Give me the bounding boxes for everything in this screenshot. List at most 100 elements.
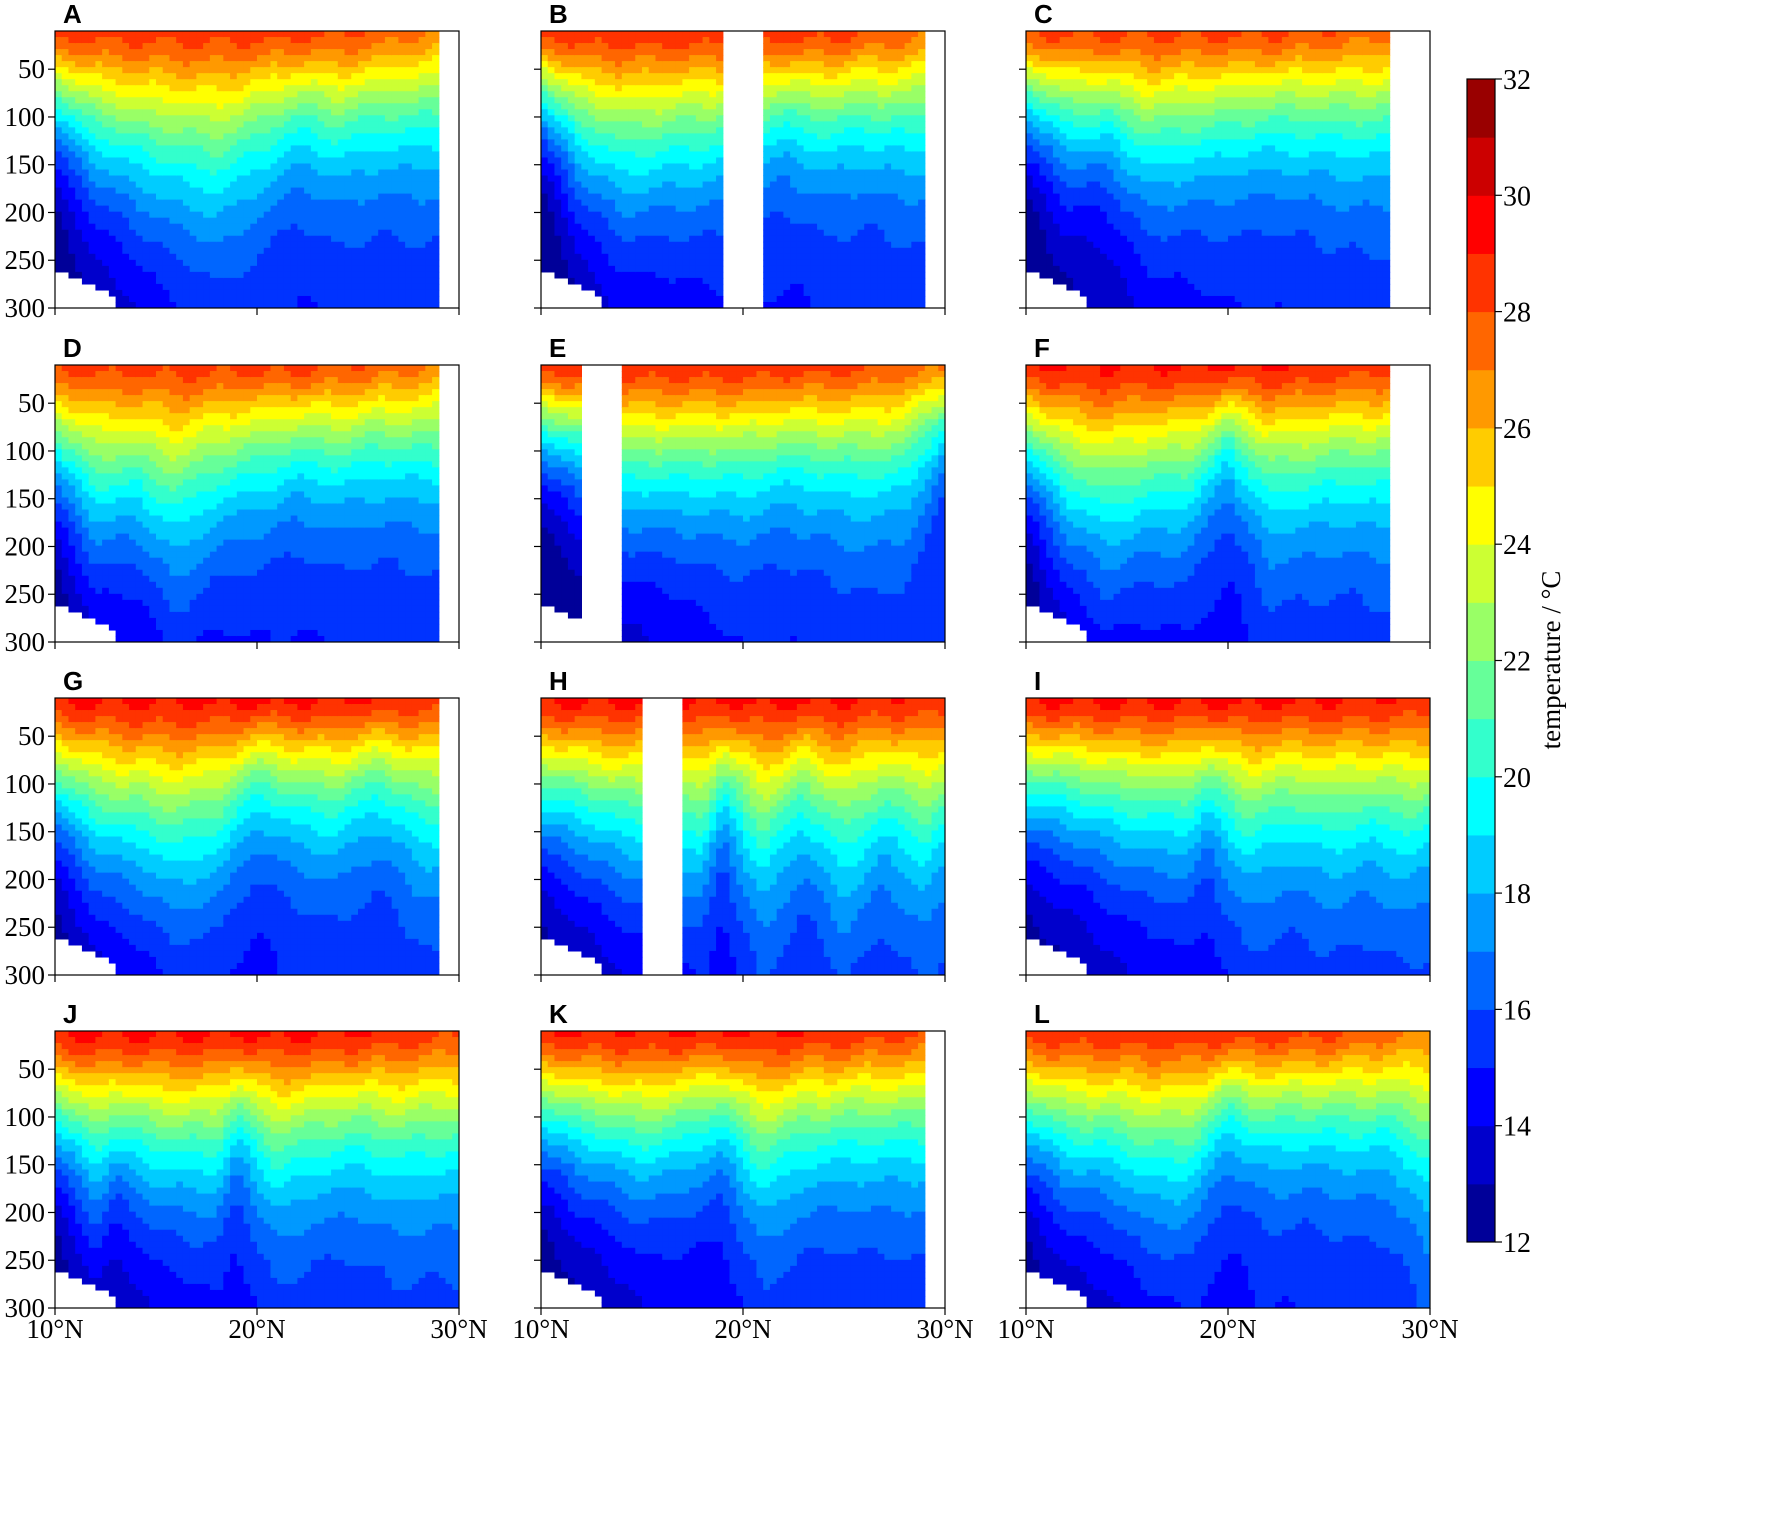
contour-cell bbox=[547, 133, 556, 140]
contour-cell bbox=[189, 91, 197, 98]
contour-cell bbox=[615, 271, 623, 279]
contour-cell bbox=[55, 31, 63, 38]
contour-cell bbox=[864, 55, 872, 62]
contour-cell bbox=[169, 301, 177, 308]
contour-cell bbox=[270, 73, 278, 80]
contour-cell bbox=[432, 289, 440, 297]
contour-cell bbox=[547, 175, 556, 183]
contour-cell bbox=[236, 271, 245, 279]
contour-cell bbox=[317, 31, 325, 38]
contour-cell bbox=[884, 229, 892, 237]
contour-cell bbox=[223, 127, 231, 134]
contour-cell bbox=[695, 43, 704, 50]
contour-cell bbox=[169, 61, 177, 68]
contour-cell bbox=[695, 127, 704, 134]
contour-cell bbox=[223, 193, 231, 201]
contour-cell bbox=[810, 55, 818, 62]
contour-cell bbox=[169, 85, 177, 92]
contour-cell bbox=[129, 127, 137, 134]
contour-cell bbox=[790, 121, 798, 128]
contour-cell bbox=[310, 151, 319, 159]
contour-cell bbox=[763, 277, 771, 285]
contour-cell bbox=[837, 103, 845, 110]
contour-cell bbox=[209, 49, 218, 56]
contour-cell bbox=[371, 277, 379, 285]
contour-cell bbox=[405, 97, 413, 104]
contour-cell bbox=[615, 283, 623, 291]
contour-cell bbox=[763, 73, 771, 80]
contour-cell bbox=[588, 193, 596, 201]
contour-cell bbox=[1032, 91, 1041, 98]
contour-cell bbox=[783, 217, 791, 225]
contour-cell bbox=[196, 271, 204, 279]
contour-cell bbox=[270, 277, 278, 285]
contour-cell bbox=[162, 49, 171, 56]
contour-cell bbox=[95, 157, 103, 165]
contour-cell bbox=[769, 187, 778, 195]
contour-cell bbox=[621, 199, 630, 207]
contour-cell bbox=[763, 223, 771, 231]
contour-cell bbox=[837, 43, 845, 50]
contour-cell bbox=[911, 43, 919, 50]
contour-cell bbox=[344, 103, 352, 110]
contour-cell bbox=[897, 283, 906, 291]
contour-cell bbox=[567, 181, 576, 189]
contour-cell bbox=[790, 193, 798, 201]
contour-cell bbox=[911, 301, 919, 308]
contour-cell bbox=[378, 223, 386, 231]
contour-cell bbox=[628, 145, 636, 153]
contour-cell bbox=[162, 217, 171, 225]
contour-cell bbox=[689, 193, 697, 201]
contour-cell bbox=[554, 229, 562, 237]
contour-cell bbox=[297, 97, 305, 104]
contour-cell bbox=[115, 61, 123, 68]
contour-cell bbox=[75, 49, 83, 56]
contour-cell bbox=[642, 295, 650, 303]
contour-cell bbox=[790, 103, 798, 110]
contour-cell bbox=[304, 91, 312, 98]
contour-cell bbox=[95, 73, 103, 80]
contour-cell bbox=[897, 271, 906, 279]
contour-cell bbox=[608, 289, 616, 297]
contour-cell bbox=[830, 259, 838, 267]
contour-cell bbox=[763, 241, 771, 249]
contour-cell bbox=[243, 139, 251, 147]
contour-cell bbox=[857, 277, 865, 285]
contour-cell bbox=[790, 49, 798, 56]
contour-cell bbox=[884, 91, 892, 98]
contour-cell bbox=[378, 31, 386, 38]
contour-cell bbox=[844, 193, 852, 201]
contour-cell bbox=[55, 127, 63, 134]
contour-cell bbox=[270, 151, 278, 159]
contour-cell bbox=[182, 259, 191, 267]
contour-cell bbox=[675, 181, 683, 189]
contour-cell bbox=[864, 37, 872, 44]
contour-cell bbox=[398, 151, 406, 159]
contour-cell bbox=[621, 37, 630, 44]
contour-cell bbox=[844, 115, 852, 122]
contour-cell bbox=[561, 133, 569, 140]
contour-cell bbox=[371, 151, 379, 159]
contour-cell bbox=[162, 37, 171, 44]
contour-cell bbox=[790, 265, 798, 273]
contour-cell bbox=[554, 157, 562, 165]
contour-cell bbox=[655, 217, 663, 225]
contour-cell bbox=[432, 67, 440, 74]
contour-cell bbox=[702, 121, 710, 128]
contour-cell bbox=[796, 151, 805, 159]
contour-cell bbox=[432, 91, 440, 98]
contour-cell bbox=[129, 187, 137, 195]
contour-cell bbox=[405, 289, 413, 297]
contour-cell bbox=[662, 109, 670, 116]
contour-cell bbox=[182, 283, 191, 291]
contour-cell bbox=[844, 31, 852, 38]
contour-cell bbox=[358, 127, 366, 134]
contour-cell bbox=[411, 145, 420, 153]
contour-cell bbox=[142, 223, 150, 231]
contour-cell bbox=[250, 199, 258, 207]
contour-cell bbox=[122, 79, 130, 86]
contour-cell bbox=[142, 253, 150, 261]
contour-cell bbox=[615, 193, 623, 201]
contour-cell bbox=[432, 103, 440, 110]
contour-cell bbox=[823, 43, 832, 50]
